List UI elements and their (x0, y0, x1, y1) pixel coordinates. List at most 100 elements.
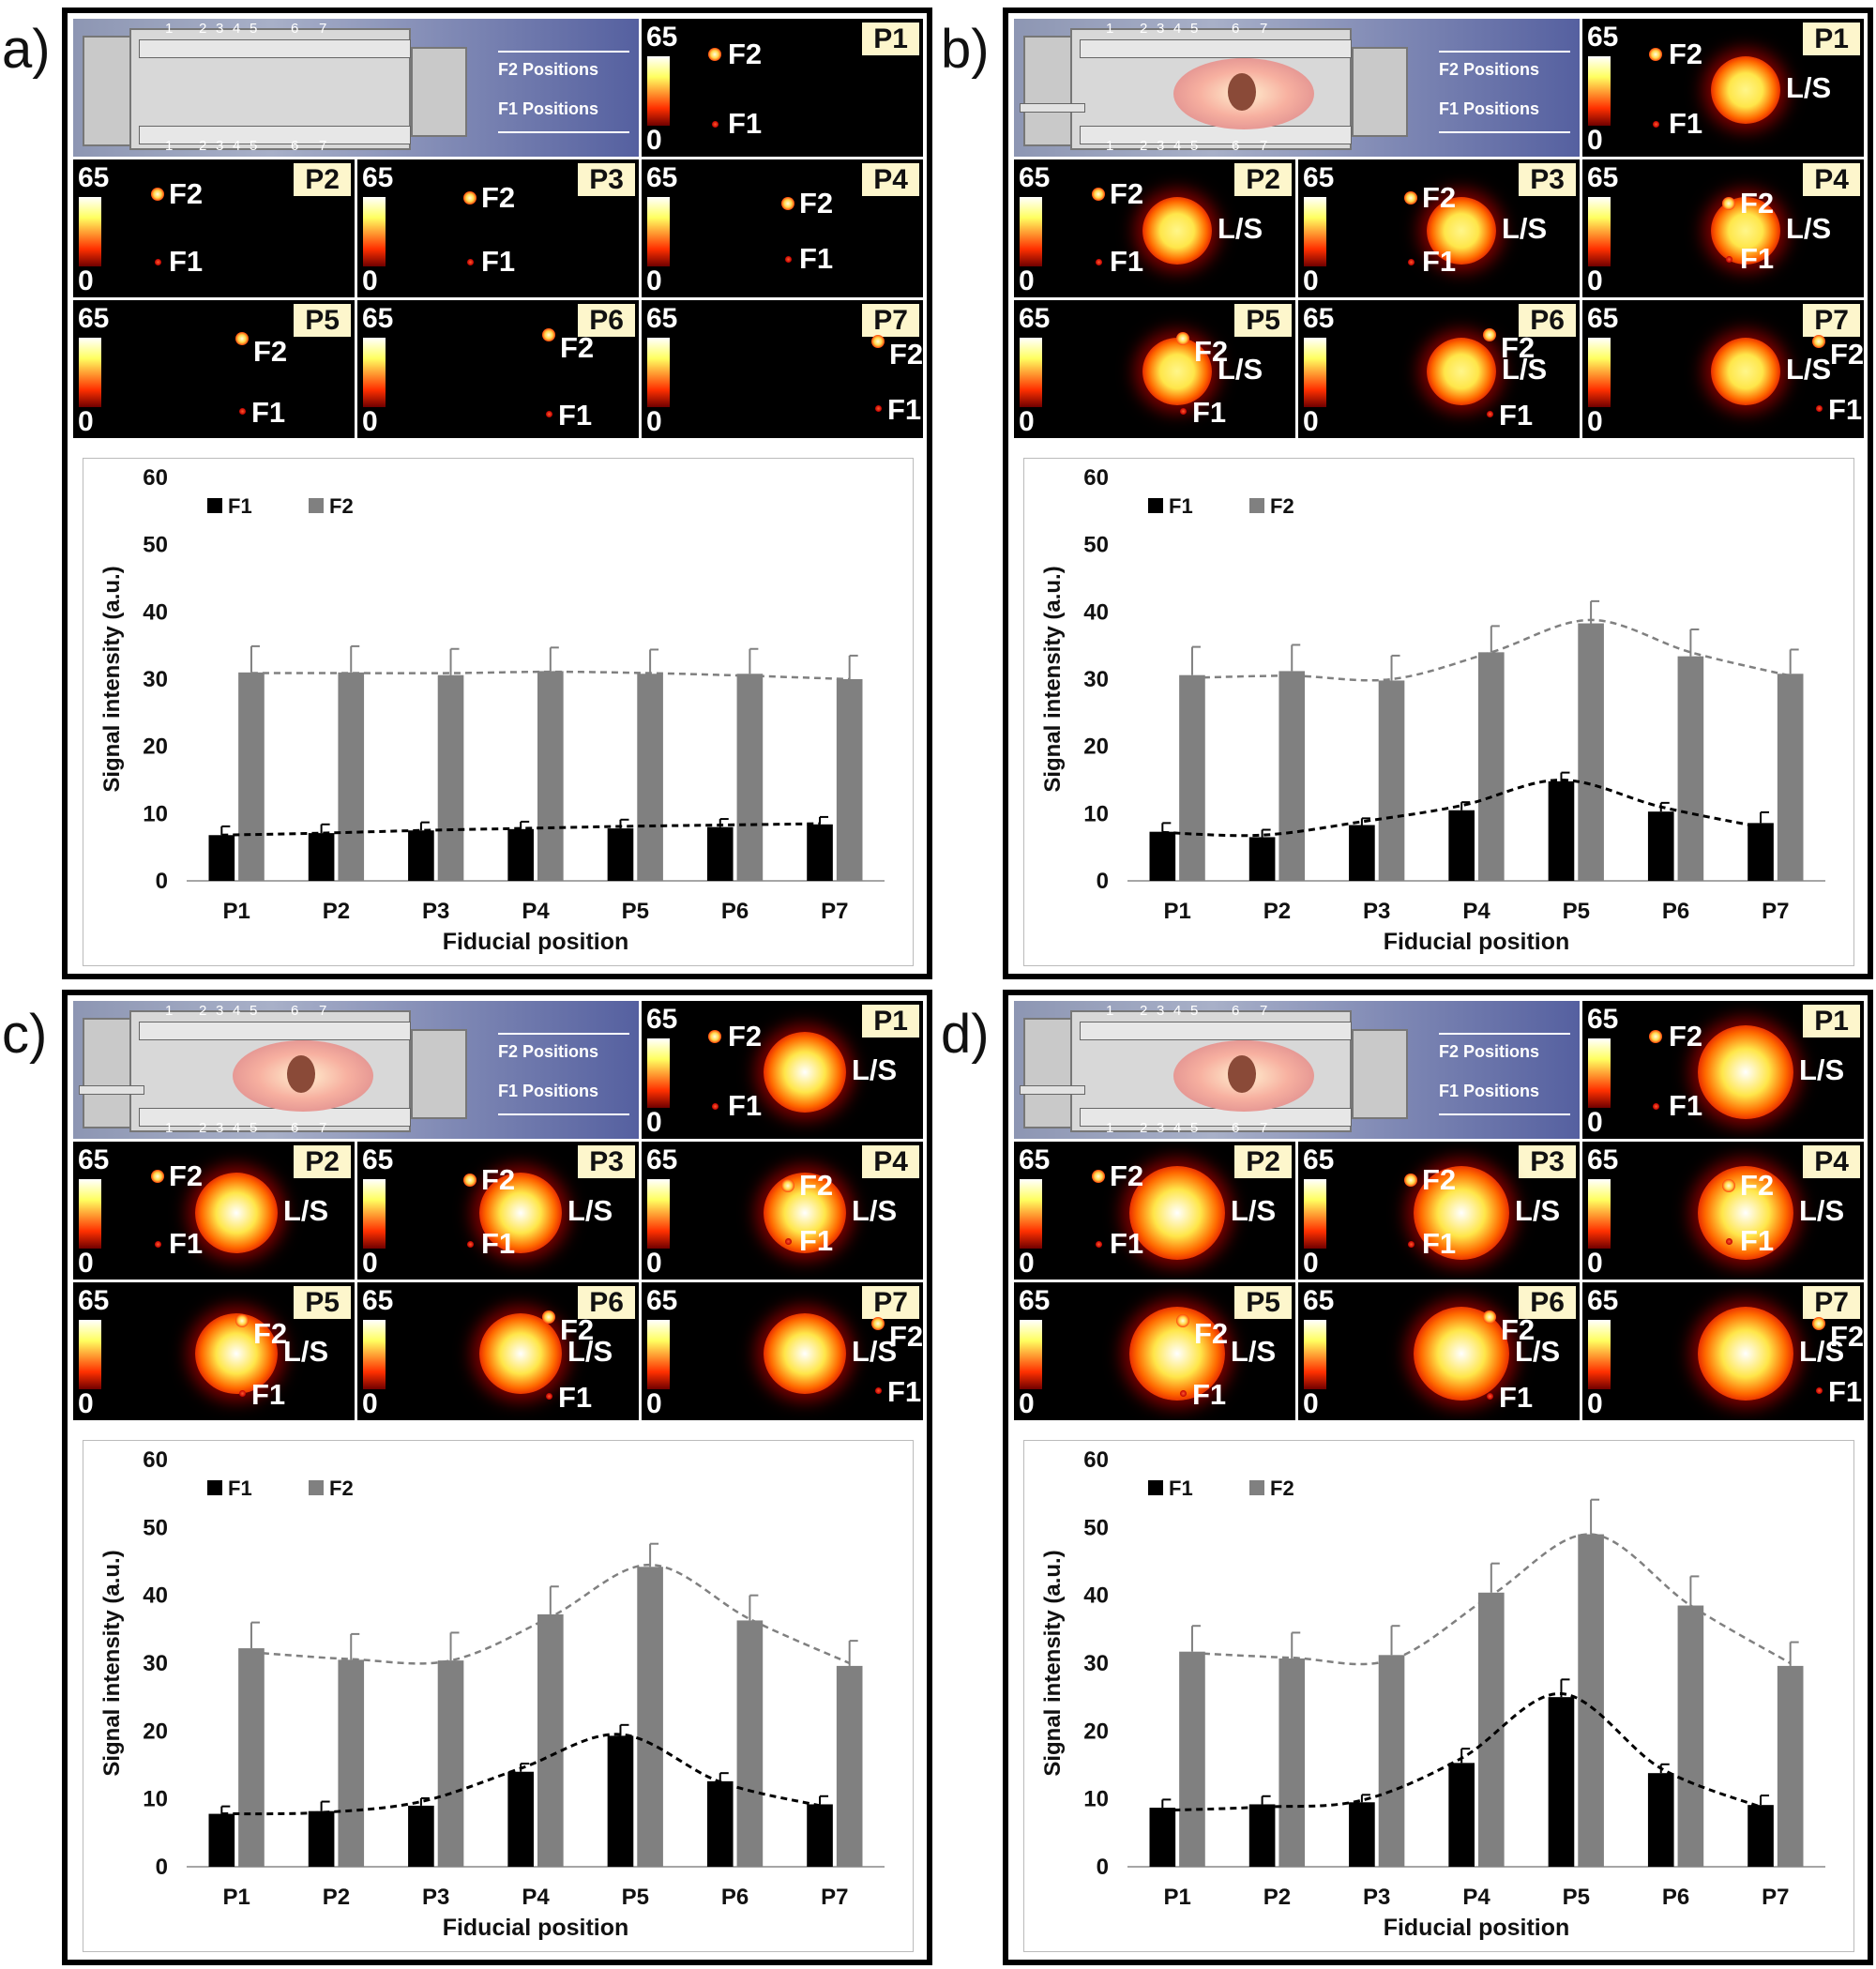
y-tick-label: 10 (1083, 801, 1109, 826)
image-tile-p2: 65 0 P2 F2 F1 (73, 159, 355, 297)
f1-fiducial-spot (875, 1386, 882, 1394)
bar-f1-p2 (308, 833, 335, 881)
bar-f2-p6 (736, 1620, 764, 1867)
colorbar (647, 56, 670, 126)
y-tick-label: 60 (143, 1447, 168, 1473)
f2-fiducial-spot (708, 1030, 721, 1044)
f1-fiducial-spot (1816, 404, 1823, 412)
x-tick-label: P2 (323, 899, 350, 924)
f2-label: F2 (169, 1159, 204, 1192)
f1-fiducial-spot (1653, 1102, 1659, 1110)
device-position-number: 2 (199, 21, 207, 37)
position-label: P4 (1803, 163, 1860, 196)
x-tick-label: P3 (1363, 1885, 1390, 1910)
y-tick-label: 30 (143, 667, 168, 692)
device-position-number: 6 (291, 1120, 299, 1136)
y-tick-label: 10 (1083, 1787, 1109, 1812)
y-tick-label: 50 (1083, 533, 1109, 558)
device-position-number: 7 (319, 1003, 327, 1019)
f1-fiducial-spot (1726, 255, 1732, 263)
panel-letter: b) (941, 19, 990, 80)
device-mount-block (1352, 1029, 1408, 1119)
device-rail-top (139, 39, 411, 58)
position-label: P2 (1234, 163, 1292, 196)
f1-fiducial-spot (712, 1102, 719, 1110)
device-position-number: 3 (216, 1003, 224, 1019)
device-position-number: 2 (1140, 21, 1148, 37)
colorbar-min-label: 0 (646, 406, 662, 437)
image-tile-p4: 65 0 P4 L/S F2 F1 (1582, 159, 1864, 297)
f1-fiducial-spot (467, 258, 474, 265)
colorbar-min-label: 0 (78, 265, 94, 296)
panel-a: 1 1 2 2 3 3 4 4 5 5 6 6 7 7 F2 Positions F1 Positions 65… (62, 8, 932, 979)
f1-fiducial-spot (1487, 410, 1493, 417)
legend-label-f2: F2 (1270, 1477, 1294, 1500)
ls-label: L/S (567, 1194, 613, 1228)
bar-f1-p4 (507, 828, 534, 881)
image-tile-p6: 65 0 P6 L/S F2 F1 (357, 1282, 639, 1420)
f2-fiducial-spot (1092, 1169, 1105, 1183)
f2-fiducial-spot (781, 197, 794, 211)
device-position-number: 7 (319, 21, 327, 37)
x-tick-label: P6 (1662, 899, 1689, 924)
colorbar-min-label: 0 (1303, 1388, 1319, 1419)
y-axis-title: Signal intensity (a.u.) (99, 566, 125, 792)
position-label: P7 (1803, 304, 1860, 337)
bar-f1-p6 (1647, 1773, 1674, 1867)
position-label: P7 (1803, 1286, 1860, 1319)
f1-label: F1 (1740, 241, 1775, 275)
bar-f2-p5 (637, 674, 663, 881)
device-position-number: 2 (199, 1003, 207, 1019)
f2-label: F2 (481, 1163, 516, 1197)
colorbar-max-label: 65 (1303, 303, 1335, 334)
bar-f1-p4 (1448, 1763, 1475, 1867)
colorbar-min-label: 0 (646, 125, 662, 156)
f1-fiducial-spot (1726, 1237, 1732, 1245)
ls-signal-blob (1698, 1166, 1793, 1261)
f2-arrow (1439, 51, 1570, 53)
colorbar-min-label: 0 (362, 1388, 378, 1419)
bar-f2-p6 (1677, 1605, 1704, 1867)
device-position-number: 1 (165, 1003, 174, 1019)
image-tile-p7: 65 0 P7 L/S F2 F1 (1582, 300, 1864, 438)
x-axis-title: Fiducial position (1384, 929, 1570, 955)
device-position-number: 7 (1260, 21, 1268, 37)
f1-label: F1 (251, 1377, 286, 1411)
bar-f2-p6 (1677, 656, 1704, 881)
x-tick-label: P1 (222, 899, 250, 924)
image-tile-p1: 65 0 P1 L/S F2 F1 (1582, 19, 1864, 157)
device-position-number: 4 (1173, 1003, 1182, 1019)
colorbar-min-label: 0 (1019, 406, 1035, 437)
colorbar (1588, 338, 1611, 407)
f1-fiducial-spot (546, 410, 552, 417)
colorbar (79, 1320, 101, 1389)
colorbar (79, 338, 101, 407)
position-label: P3 (578, 1145, 635, 1178)
syringe (1020, 1085, 1085, 1095)
colorbar-min-label: 0 (78, 406, 94, 437)
f1-fiducial-spot (1096, 1240, 1102, 1248)
f1-label: F1 (481, 244, 516, 278)
panel-d: 1 1 2 2 3 3 4 4 5 5 6 6 7 7 F2 Positions F1 Positions 65… (1003, 990, 1873, 1965)
colorbar (363, 197, 386, 266)
device-position-number: 5 (250, 1120, 258, 1136)
image-tile-p7: 65 0 P7 L/S F2 F1 (642, 1282, 923, 1420)
y-tick-label: 40 (1083, 1583, 1109, 1609)
trendline-f2 (250, 670, 850, 681)
ls-signal-blob (1142, 197, 1212, 265)
f2-arrow (498, 51, 629, 53)
colorbar-max-label: 65 (646, 1285, 678, 1316)
colorbar (363, 1179, 386, 1249)
colorbar (647, 338, 670, 407)
y-tick-label: 10 (143, 801, 168, 826)
f2-label: F2 (1110, 176, 1144, 210)
colorbar-min-label: 0 (1303, 265, 1319, 296)
bar-f2-p1 (238, 1648, 265, 1867)
bar-f1-p6 (706, 1780, 734, 1867)
ls-label: L/S (1786, 71, 1832, 105)
f2-label: F2 (253, 1317, 288, 1351)
position-label: P3 (1519, 163, 1576, 196)
bar-f2-p4 (537, 1613, 564, 1867)
trendline-f2 (1191, 1533, 1792, 1666)
position-label: P1 (862, 1005, 919, 1038)
